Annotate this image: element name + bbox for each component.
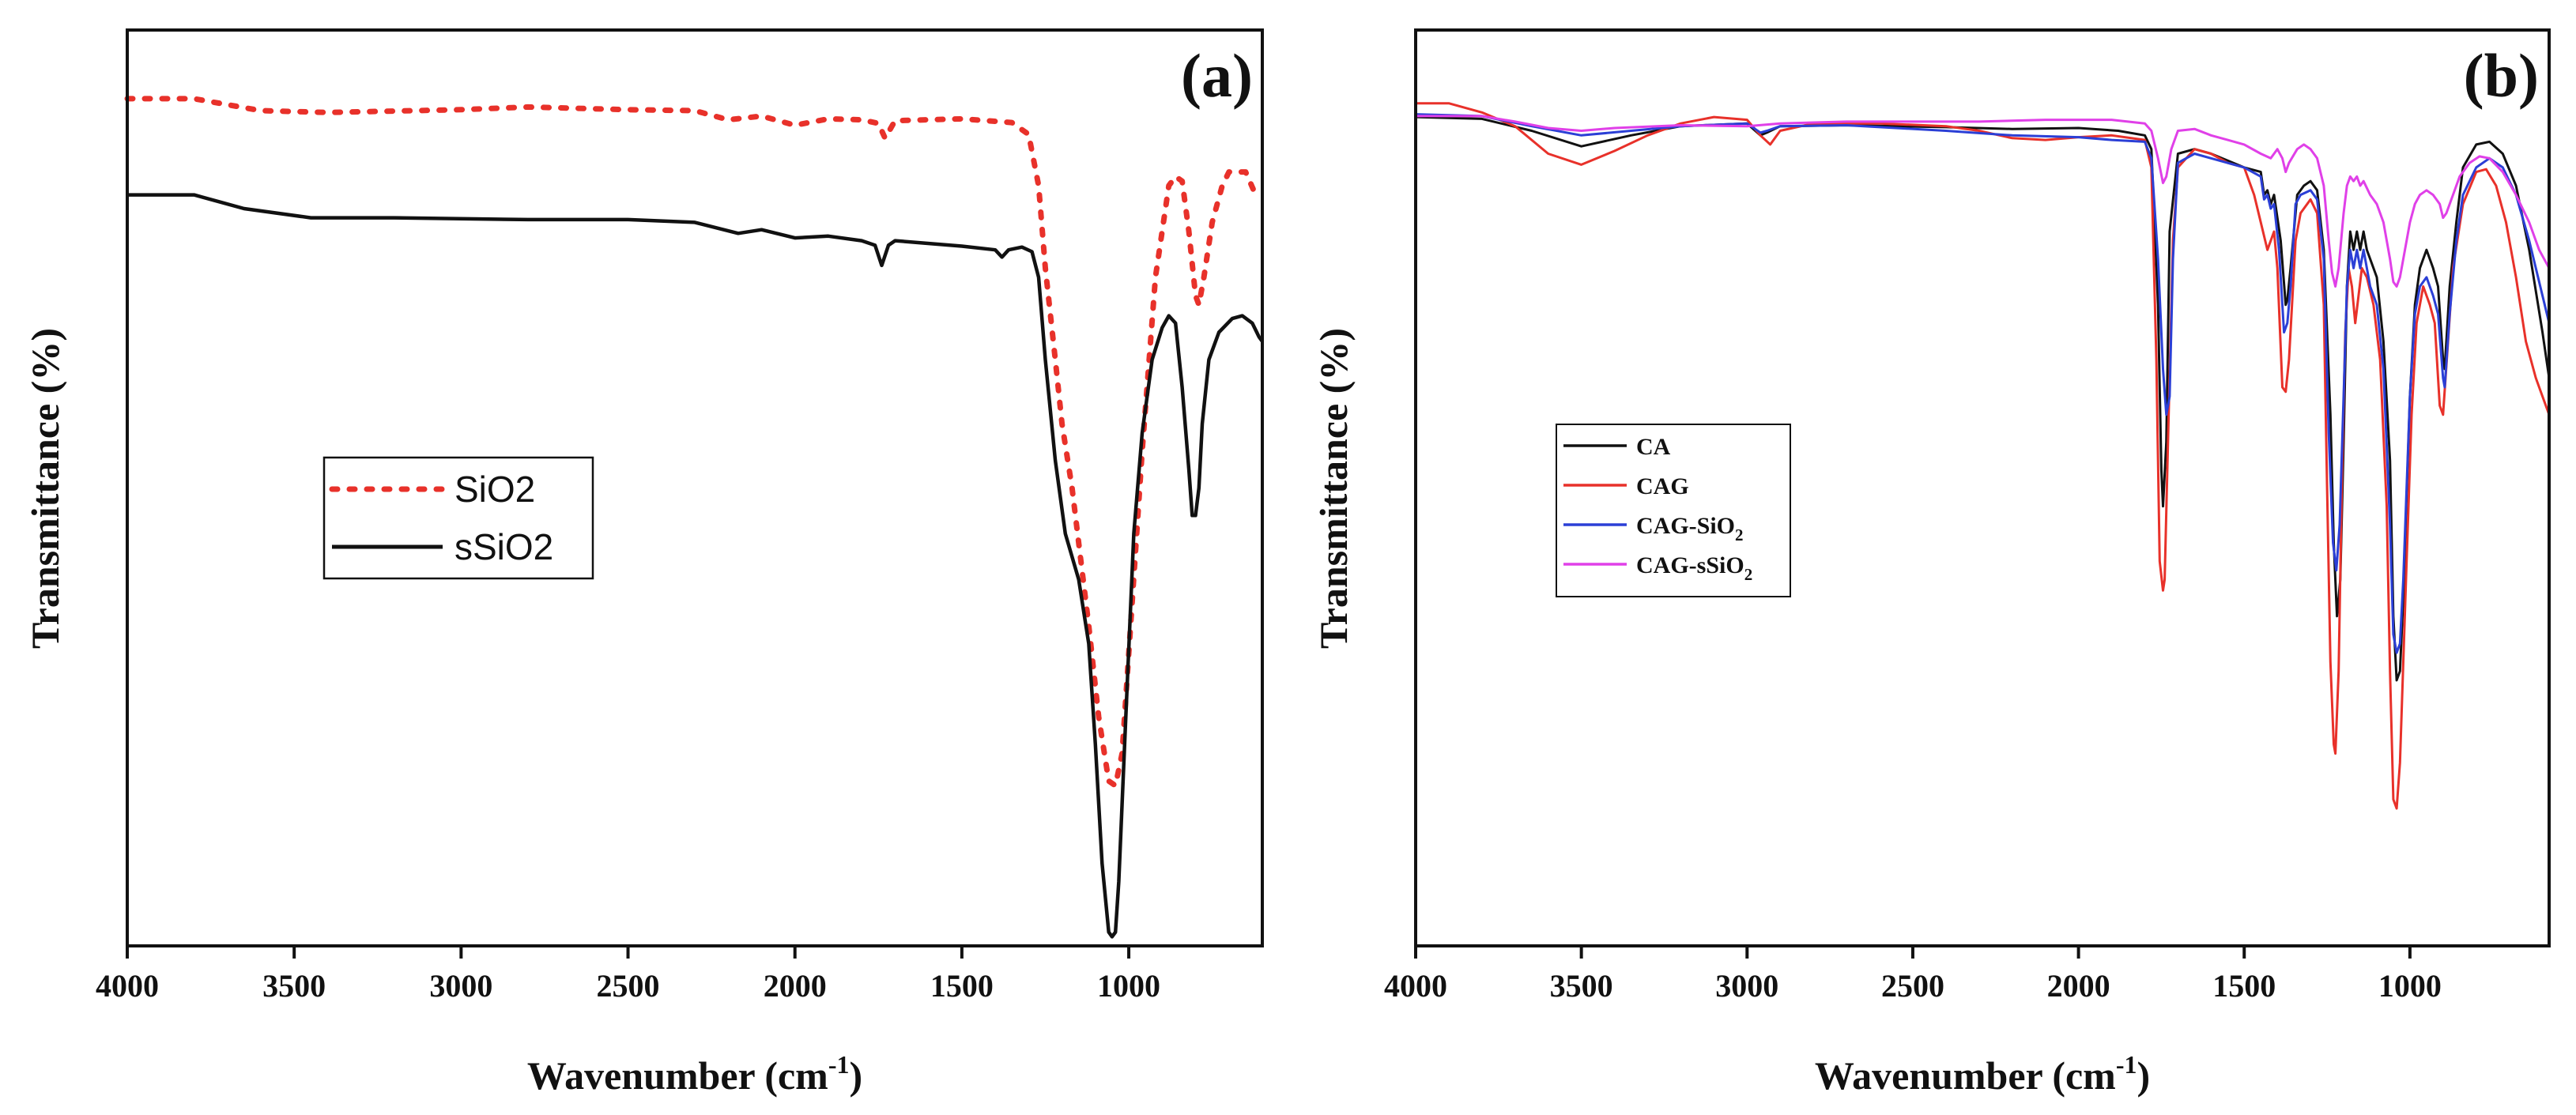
legend-label-cag-ssio2-subscript: 2 [1744, 565, 1753, 584]
panel-a-x-tick-label: 3000 [429, 968, 492, 1004]
panel-a-x-axis-title-main: Wavenumber (cm [527, 1053, 828, 1098]
panel-b-x-tick-label: 1000 [2378, 968, 2442, 1004]
series-line-cag-sio2 [1415, 113, 2551, 654]
panel-a-legend: SiO2 sSiO2 [322, 456, 594, 580]
panel-a-legend-box [322, 456, 594, 580]
panel-a-frame [126, 28, 1264, 947]
panel-a-curves [124, 96, 1264, 939]
panel-a-x-tick-label: 1500 [930, 968, 994, 1004]
series-line-sio2 [124, 96, 1259, 789]
panel-b-x-axis-title-end: ) [2137, 1053, 2150, 1098]
panel-b-x-tick-label: 3500 [1550, 968, 1613, 1004]
panel-b-x-axis-title-superscript: -1 [2116, 1050, 2137, 1079]
legend-label-ssio2: sSiO2 [454, 526, 553, 567]
panel-a-x-axis: 4000 3500 3000 2500 2000 1500 1000 [96, 946, 1160, 1004]
legend-label-cag-ssio2: CAG-sSiO2 [1636, 552, 1752, 584]
panel-b-curves [1415, 102, 2551, 810]
panel-b-legend: CA CAG CAG-SiO2 CAG-sSiO2 [1556, 424, 1791, 597]
series-line-cag [1416, 102, 2551, 810]
panel-b-x-tick-label: 2500 [1881, 968, 1944, 1004]
panel-a-x-axis-title-end: ) [849, 1053, 862, 1098]
series-line-cag-ssio2 [1416, 115, 2551, 288]
panel-b: 4000 3500 3000 2500 2000 1500 1000 (b) Wavenum… [1311, 28, 2551, 1098]
panel-b-x-tick-label: 3000 [1715, 968, 1778, 1004]
panel-a-x-tick-label: 2500 [597, 968, 660, 1004]
panel-a-x-tick-label: 3500 [262, 968, 326, 1004]
legend-label-sio2: SiO2 [454, 469, 535, 510]
legend-label-cag-sio2: CAG-SiO2 [1636, 513, 1744, 544]
legend-label-ca: CA [1636, 434, 1671, 460]
panel-a-x-tick-label: 4000 [96, 968, 159, 1004]
legend-label-ca-text: CA [1636, 434, 1671, 460]
panel-a: 4000 3500 3000 2500 2000 1500 1000 (a) Wavenum… [23, 28, 1264, 1098]
panel-b-x-tick-label: 4000 [1384, 968, 1447, 1004]
legend-label-cag-text: CAG [1636, 473, 1689, 499]
panel-b-x-axis-title-main: Wavenumber (cm [1815, 1053, 2116, 1098]
panel-a-x-axis-title-superscript: -1 [828, 1050, 850, 1079]
panel-b-frame [1414, 28, 2551, 947]
panel-b-x-tick-label: 1500 [2212, 968, 2276, 1004]
panel-a-x-tick-label: 2000 [764, 968, 827, 1004]
legend-label-cag-ssio2-text: CAG-sSiO [1636, 552, 1744, 578]
panel-b-y-axis-title: Transmittance (%) [1311, 328, 1356, 649]
panel-b-legend-box [1556, 424, 1791, 597]
panel-a-y-axis-title: Transmittance (%) [23, 328, 67, 649]
legend-label-cag-sio2-subscript: 2 [1735, 525, 1744, 544]
panel-b-tag: (b) [2464, 41, 2539, 110]
panel-a-tag: (a) [1181, 41, 1253, 110]
legend-label-cag: CAG [1636, 473, 1689, 499]
panel-a-x-tick-label: 1000 [1097, 968, 1160, 1004]
legend-label-cag-sio2-text: CAG-SiO [1636, 513, 1735, 539]
series-line-ssio2 [127, 193, 1264, 939]
panel-a-x-axis-title: Wavenumber (cm-1) [527, 1050, 862, 1098]
panel-b-x-axis-title: Wavenumber (cm-1) [1815, 1050, 2150, 1098]
panel-b-x-tick-label: 2000 [2047, 968, 2110, 1004]
panel-b-x-axis: 4000 3500 3000 2500 2000 1500 1000 [1384, 946, 2442, 1004]
